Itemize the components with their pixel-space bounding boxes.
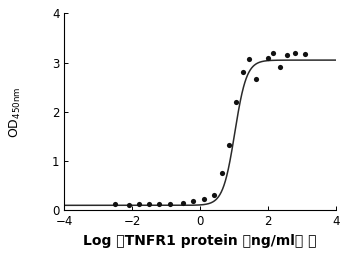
- Point: [220, 171, 225, 175]
- Point: [157, 202, 162, 206]
- Point: [247, 57, 252, 61]
- Point: [180, 201, 186, 205]
- Point: [253, 77, 259, 81]
- Point: [240, 70, 245, 74]
- Point: [270, 51, 276, 55]
- Point: [226, 143, 232, 147]
- Point: [112, 202, 118, 206]
- Point: [233, 100, 239, 104]
- Point: [136, 202, 142, 206]
- Point: [292, 51, 298, 55]
- Point: [211, 194, 216, 198]
- Point: [147, 202, 152, 206]
- Point: [303, 52, 308, 56]
- Point: [201, 197, 206, 201]
- Point: [191, 199, 196, 204]
- Point: [167, 202, 172, 206]
- Text: OD$_{450\mathregular{nm}}$: OD$_{450\mathregular{nm}}$: [8, 86, 23, 137]
- Point: [277, 66, 283, 70]
- Point: [265, 56, 271, 60]
- X-axis label: Log （TNFR1 protein （ng/ml） ）: Log （TNFR1 protein （ng/ml） ）: [84, 234, 317, 248]
- Point: [126, 203, 132, 207]
- Point: [284, 53, 290, 57]
